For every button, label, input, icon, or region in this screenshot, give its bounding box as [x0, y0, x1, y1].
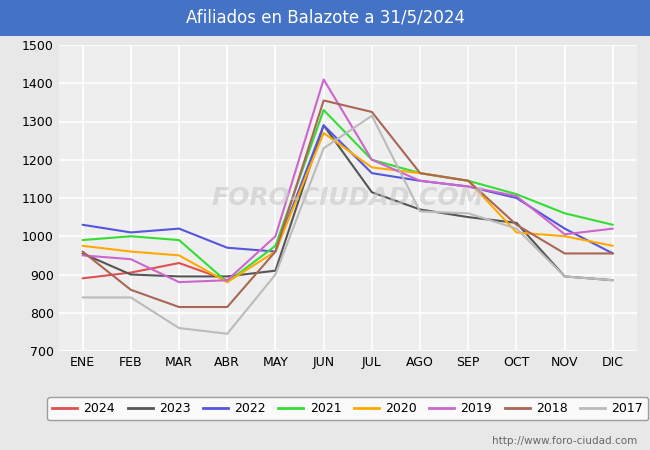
- Text: http://www.foro-ciudad.com: http://www.foro-ciudad.com: [492, 436, 637, 446]
- Text: Afiliados en Balazote a 31/5/2024: Afiliados en Balazote a 31/5/2024: [185, 9, 465, 27]
- Legend: 2024, 2023, 2022, 2021, 2020, 2019, 2018, 2017: 2024, 2023, 2022, 2021, 2020, 2019, 2018…: [47, 397, 648, 420]
- Text: FORO-CIUDAD.COM: FORO-CIUDAD.COM: [211, 186, 484, 210]
